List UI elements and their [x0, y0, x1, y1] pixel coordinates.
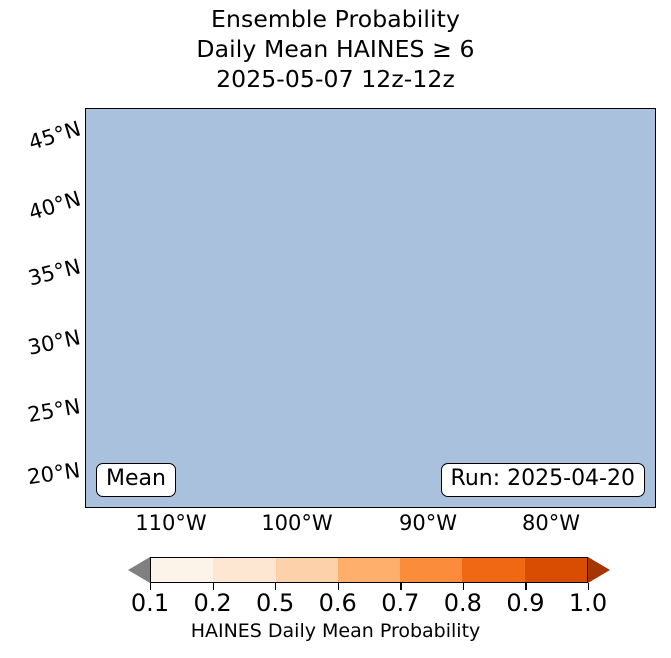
colorbar-band-4 [400, 558, 463, 582]
colorbar-under-arrow [128, 557, 150, 583]
colorbar-tick-label-0.1: 0.1 [130, 589, 170, 617]
colorbar: 0.1 0.2 0.5 0.6 0.7 0.8 0.9 1.0 HAINES Daily Me… [0, 556, 671, 658]
map-plot-area[interactable]: Mean Run: 2025-04-20 [85, 108, 656, 508]
colorbar-tick-0.2 [212, 583, 214, 590]
colorbar-axis-label: HAINES Daily Mean Probability [190, 620, 481, 642]
lat-label-40n: 40°N [25, 186, 84, 225]
title-line-1: Ensemble Probability [211, 5, 460, 33]
colorbar-ticks [150, 583, 590, 590]
colorbar-bar-row [128, 557, 610, 583]
probability-heatmap-canvas [86, 109, 655, 507]
colorbar-tick-label-0.2: 0.2 [193, 589, 232, 617]
lon-label-110w: 110°W [135, 511, 207, 535]
colorbar-tick-label-0.8: 0.8 [443, 589, 482, 617]
colorbar-tick-0.9 [525, 583, 527, 590]
colorbar-band-5 [462, 558, 525, 582]
colorbar-tick-0.8 [462, 583, 465, 590]
colorbar-band-2 [275, 558, 338, 582]
lon-label-100w: 100°W [261, 511, 333, 535]
lon-label-90w: 90°W [399, 511, 457, 535]
title-line-2: Daily Mean HAINES ≥ 6 [196, 35, 475, 63]
colorbar-tick-label-0.5: 0.5 [256, 589, 295, 617]
lon-label-80w: 80°W [522, 511, 580, 535]
colorbar-tick-labels: 0.1 0.2 0.5 0.6 0.7 0.8 0.9 1.0 [0, 589, 671, 619]
lat-label-20n: 20°N [25, 458, 82, 490]
colorbar-tick-0.5 [275, 583, 277, 590]
colorbar-band-3 [337, 558, 401, 582]
colorbar-tick-label-1.0: 1.0 [568, 589, 608, 617]
chart-title: Ensemble Probability Daily Mean HAINES ≥… [0, 4, 671, 94]
title-line-3: 2025-05-07 12z-12z [216, 65, 455, 93]
colorbar-tick-label-0.6: 0.6 [318, 589, 357, 617]
colorbar-tick-label-0.9: 0.9 [506, 589, 545, 617]
mean-label-box: Mean [96, 463, 176, 497]
colorbar-band-6 [524, 558, 587, 582]
colorbar-over-arrow [588, 557, 610, 583]
colorbar-tick-1.0 [588, 583, 590, 590]
colorbar-band-1 [213, 558, 276, 582]
colorbar-tick-label-0.7: 0.7 [381, 589, 420, 617]
colorbar-tick-0.1 [150, 583, 152, 590]
colorbar-tick-0.7 [400, 583, 402, 590]
lat-label-35n: 35°N [25, 254, 83, 291]
run-date-label-box: Run: 2025-04-20 [440, 463, 645, 497]
lat-label-45n: 45°N [25, 116, 84, 155]
colorbar-tick-0.6 [337, 583, 339, 590]
colorbar-band-0 [151, 558, 214, 582]
lat-label-30n: 30°N [25, 325, 83, 360]
colorbar-bands [150, 557, 588, 583]
lat-label-25n: 25°N [25, 394, 83, 428]
